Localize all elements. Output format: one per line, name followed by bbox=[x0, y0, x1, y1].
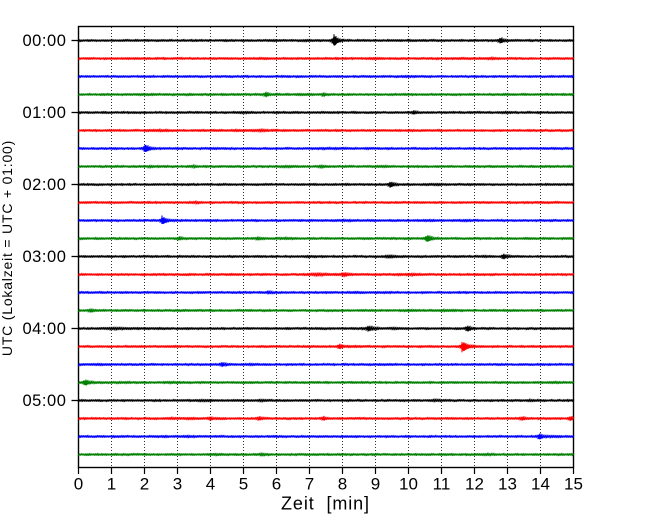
svg-text:4: 4 bbox=[206, 475, 215, 494]
svg-text:15: 15 bbox=[564, 475, 583, 494]
svg-text:02:00: 02:00 bbox=[22, 176, 66, 194]
svg-text:04:00: 04:00 bbox=[22, 320, 66, 338]
svg-text:5: 5 bbox=[239, 475, 248, 494]
svg-text:01:00: 01:00 bbox=[22, 104, 66, 122]
svg-text:8: 8 bbox=[338, 475, 347, 494]
svg-text:6: 6 bbox=[272, 475, 281, 494]
svg-text:13: 13 bbox=[498, 475, 517, 494]
svg-text:11: 11 bbox=[433, 475, 451, 494]
svg-text:14: 14 bbox=[531, 475, 550, 494]
svg-text:00:00: 00:00 bbox=[22, 32, 66, 50]
svg-text:3: 3 bbox=[173, 475, 182, 494]
svg-text:7: 7 bbox=[305, 475, 314, 494]
svg-text:Zeit [min]: Zeit [min] bbox=[281, 494, 370, 514]
svg-text:05:00: 05:00 bbox=[22, 392, 66, 410]
svg-text:2: 2 bbox=[140, 475, 149, 494]
svg-text:UTC (Lokalzeit = UTC + 01:00): UTC (Lokalzeit = UTC + 01:00) bbox=[0, 140, 15, 356]
svg-text:1: 1 bbox=[107, 475, 116, 494]
svg-text:03:00: 03:00 bbox=[22, 248, 66, 266]
svg-text:9: 9 bbox=[371, 475, 380, 494]
svg-text:10: 10 bbox=[399, 475, 418, 494]
svg-text:0: 0 bbox=[74, 475, 83, 494]
svg-text:12: 12 bbox=[465, 475, 484, 494]
